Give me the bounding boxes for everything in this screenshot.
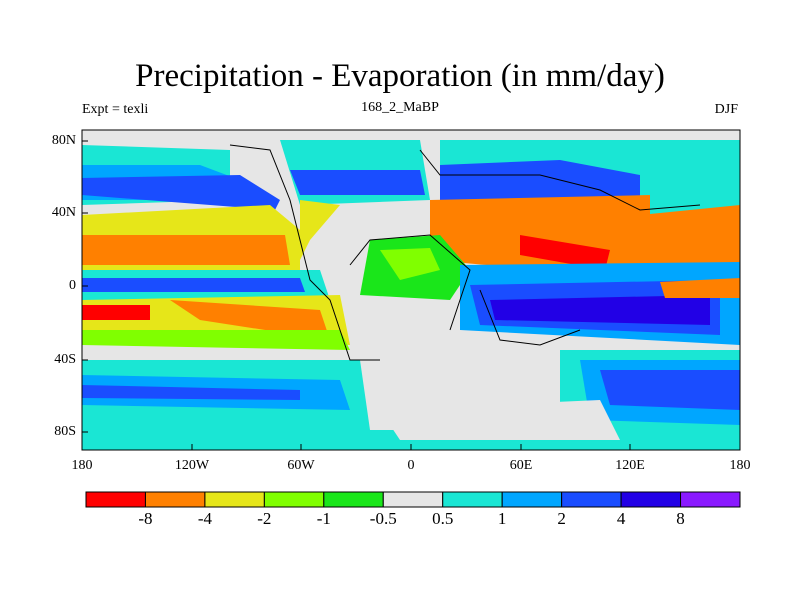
region-south-pacific-lightgreen — [82, 330, 350, 350]
experiment-label: Expt = texli — [82, 102, 149, 117]
colorbar-swatch — [561, 491, 622, 508]
lon-tick-60w: 60W — [287, 458, 315, 473]
colorbar-tick-label: 8 — [676, 509, 685, 528]
lon-tick-180e: 180 — [729, 458, 751, 473]
map-title: Precipitation - Evaporation (in mm/day) — [135, 58, 665, 94]
coastline-africa — [349, 234, 471, 331]
colorbar-tick-label: -0.5 — [369, 509, 397, 528]
colorbar-swatch — [382, 491, 444, 508]
colorbar-swatch — [144, 491, 206, 508]
lon-tick-120w: 120W — [174, 458, 210, 473]
colorbar-tick-label: 4 — [616, 509, 626, 528]
colorbar-tick-label: 1 — [497, 509, 507, 528]
colorbar — [85, 491, 741, 508]
region-north-pacific-blue — [82, 175, 280, 210]
lon-tick-0: 0 — [407, 458, 415, 473]
region-north-atlantic-blue — [290, 170, 425, 195]
region-south-indian-blue — [600, 370, 740, 410]
colorbar-tick-label: -4 — [197, 509, 212, 528]
region-north-eurasia-blue — [440, 160, 640, 205]
season-label: DJF — [714, 102, 738, 117]
region-south-pacific-red — [82, 305, 150, 320]
coastline-americas — [229, 144, 380, 361]
region-south-ocean-blue — [82, 385, 300, 400]
lon-tick-180w: 180 — [71, 458, 93, 473]
colorbar-tick-label: -8 — [138, 509, 153, 528]
colorbar-swatch — [501, 491, 563, 508]
region-equator-blue — [82, 278, 305, 292]
colorbar-tick-label: 0.5 — [432, 509, 454, 528]
axis-tick-marks — [81, 140, 741, 450]
lat-tick-80n: 80N — [51, 133, 76, 148]
colorbar-swatch — [85, 491, 146, 508]
region-west-pacific-orange-band — [660, 278, 740, 298]
colorbar-tick-label: -2 — [257, 509, 272, 528]
lat-tick-80s: 80S — [54, 424, 76, 439]
colorbar-tick-label: 2 — [557, 509, 566, 528]
colorbar-swatch — [263, 491, 325, 508]
region-north-subtropics-yellow — [82, 205, 300, 280]
region-north-subtropics-orange — [82, 230, 300, 270]
colorbar-tick-label: -1 — [316, 509, 331, 528]
coastline-eurasia — [419, 149, 701, 211]
colorbar-swatch — [204, 491, 265, 508]
period-label: 168_2_MaBP — [361, 100, 439, 115]
coastline-india — [479, 289, 581, 346]
lat-tick-40n: 40N — [51, 205, 76, 220]
region-indian-darkblue — [490, 295, 710, 325]
colorbar-swatch — [323, 491, 384, 508]
region-tethys-red — [520, 235, 610, 270]
region-antarctic-gray — [380, 400, 620, 440]
map-plot-area — [81, 129, 741, 451]
colorbar-swatch — [442, 491, 503, 508]
lat-tick-40s: 40S — [54, 352, 76, 367]
coastlines — [229, 144, 701, 361]
colorbar-swatch — [620, 491, 682, 508]
region-africa-lightgreen — [380, 248, 440, 280]
colorbar-swatch — [680, 491, 741, 508]
lon-tick-120e: 120E — [615, 458, 645, 473]
lon-tick-60e: 60E — [509, 458, 533, 473]
region-north-tropics-yellow — [300, 200, 340, 260]
lat-tick-0: 0 — [69, 278, 76, 293]
region-west-pacific-orange — [640, 205, 740, 270]
